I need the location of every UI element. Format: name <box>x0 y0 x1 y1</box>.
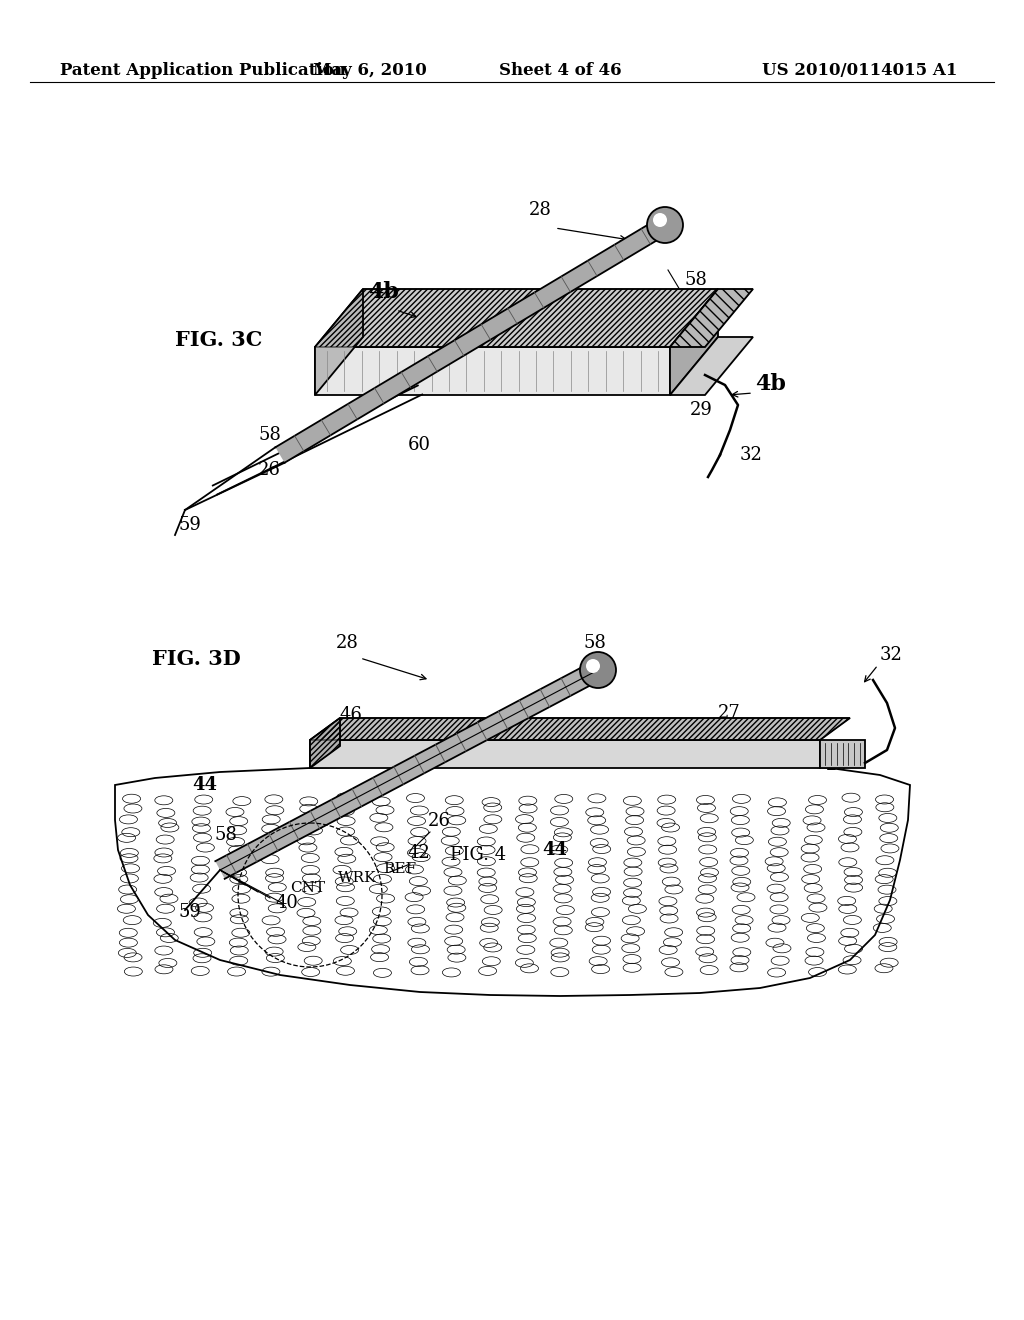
Circle shape <box>586 659 600 673</box>
Circle shape <box>647 207 683 243</box>
Text: 42: 42 <box>408 843 431 862</box>
Text: 59: 59 <box>178 903 201 921</box>
Text: US 2010/0114015 A1: US 2010/0114015 A1 <box>762 62 957 79</box>
Text: Patent Application Publication: Patent Application Publication <box>60 62 346 79</box>
Text: 32: 32 <box>880 645 903 664</box>
Text: 60: 60 <box>408 436 431 454</box>
Text: 4b: 4b <box>755 374 785 395</box>
Polygon shape <box>315 289 362 395</box>
Text: FIG. 4: FIG. 4 <box>450 846 506 865</box>
Text: WRK: WRK <box>338 871 377 884</box>
Text: 32: 32 <box>740 446 763 465</box>
Polygon shape <box>670 289 718 395</box>
Text: 58: 58 <box>215 826 238 843</box>
Polygon shape <box>310 718 340 768</box>
Text: FIG. 3C: FIG. 3C <box>175 330 262 350</box>
Polygon shape <box>315 289 718 347</box>
Text: 27: 27 <box>718 704 740 722</box>
Text: 46: 46 <box>340 706 362 723</box>
Text: 4b: 4b <box>368 281 399 304</box>
Text: 58: 58 <box>685 271 708 289</box>
Text: 29: 29 <box>826 756 849 774</box>
Text: 28: 28 <box>336 634 358 652</box>
Text: FIG. 3D: FIG. 3D <box>152 649 241 669</box>
Polygon shape <box>310 718 850 741</box>
Text: 28: 28 <box>528 201 552 219</box>
Polygon shape <box>820 741 865 768</box>
Text: Sheet 4 of 46: Sheet 4 of 46 <box>499 62 622 79</box>
Polygon shape <box>115 762 910 997</box>
Polygon shape <box>670 337 753 395</box>
Text: 58: 58 <box>258 426 281 444</box>
Text: 58: 58 <box>584 634 606 652</box>
Polygon shape <box>215 661 603 879</box>
Text: 44: 44 <box>193 776 217 795</box>
Text: 29: 29 <box>690 401 713 418</box>
Polygon shape <box>310 741 820 768</box>
Circle shape <box>580 652 616 688</box>
Text: May 6, 2010: May 6, 2010 <box>313 62 427 79</box>
Text: REF: REF <box>383 862 416 876</box>
Text: 59: 59 <box>178 516 201 535</box>
Polygon shape <box>670 289 753 347</box>
Polygon shape <box>275 218 670 463</box>
Circle shape <box>653 213 667 227</box>
Text: 26: 26 <box>258 461 281 479</box>
Text: 40: 40 <box>275 894 298 912</box>
Text: 44: 44 <box>542 841 567 859</box>
Text: CNT: CNT <box>290 880 325 895</box>
Polygon shape <box>315 347 670 395</box>
Text: 26: 26 <box>428 812 451 830</box>
